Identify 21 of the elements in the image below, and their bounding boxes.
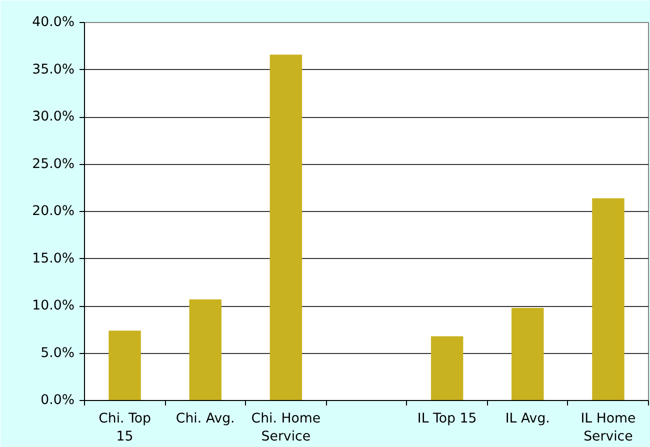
- x-tick-label: IL Home Service: [580, 412, 636, 444]
- x-tick-label: IL Top 15: [417, 412, 477, 426]
- y-tick-label: 30.0%: [32, 110, 75, 124]
- x-tick-label: IL Avg.: [505, 412, 550, 426]
- x-tick-label: Chi. Home Service: [251, 412, 321, 444]
- x-tick-label: Chi. Avg.: [176, 412, 235, 426]
- bar: [270, 54, 302, 400]
- y-tick-label: 15.0%: [32, 251, 75, 266]
- y-tick-label: 0.0%: [40, 393, 75, 408]
- y-tick-label: 25.0%: [32, 156, 75, 172]
- y-tick-label: 5.0%: [40, 346, 75, 361]
- bar: [108, 330, 141, 400]
- y-tick-label: 10.0%: [32, 298, 75, 314]
- bar: [592, 198, 624, 400]
- bar: [430, 336, 464, 400]
- y-tick-label: 20.0%: [32, 204, 75, 219]
- bar: [189, 299, 222, 400]
- x-tick-label: Chi. Top 15: [98, 412, 151, 444]
- y-tick-label: 35.0%: [32, 62, 75, 78]
- y-tick-label: 40.0%: [32, 15, 75, 30]
- bar: [512, 308, 544, 400]
